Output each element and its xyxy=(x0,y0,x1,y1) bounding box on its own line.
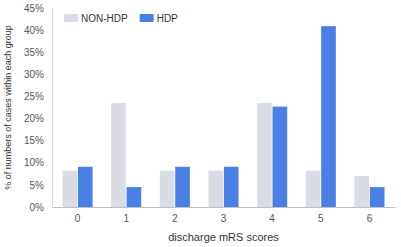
bar xyxy=(354,176,369,207)
y-tick-label: 40% xyxy=(24,25,44,36)
bars xyxy=(63,26,385,207)
x-tick-label: 4 xyxy=(269,213,275,224)
bar xyxy=(63,171,78,207)
y-tick: 30% xyxy=(24,69,52,80)
y-tick-label: 0% xyxy=(30,202,45,213)
y-axis-title: % of numbers of cases within each group xyxy=(3,25,13,190)
y-tick: 15% xyxy=(24,135,52,146)
legend-swatch xyxy=(64,14,78,22)
y-axis-line xyxy=(52,9,53,208)
bar xyxy=(208,171,223,207)
y-tick-label: 35% xyxy=(24,47,44,58)
bar xyxy=(127,187,142,207)
y-tick-label: 30% xyxy=(24,69,44,80)
y-axis: 0% 5% 10% 15% 20% 25% 30% 35% 40% 45% xyxy=(24,3,53,213)
x-axis: 0 1 2 3 4 5 6 xyxy=(53,207,396,224)
x-tick: 0 xyxy=(75,207,81,224)
bar xyxy=(257,103,272,207)
y-tick-label: 25% xyxy=(24,91,44,102)
y-tick-label: 45% xyxy=(24,3,44,14)
y-tick: 25% xyxy=(24,91,52,102)
y-tick: 35% xyxy=(24,47,52,58)
y-tick: 40% xyxy=(24,25,52,36)
y-tick-label: 15% xyxy=(24,135,44,146)
bar xyxy=(175,167,190,207)
bar xyxy=(273,107,288,207)
x-tick-label: 0 xyxy=(75,213,81,224)
x-tick: 3 xyxy=(221,207,227,224)
x-axis-line xyxy=(53,207,396,208)
bar xyxy=(370,187,385,207)
x-tick-label: 2 xyxy=(172,213,178,224)
bar xyxy=(160,171,175,207)
x-tick: 2 xyxy=(172,207,178,224)
y-tick: 45% xyxy=(24,3,52,14)
bar xyxy=(321,26,336,207)
legend-item: NON-HDP xyxy=(64,13,128,24)
y-tick: 20% xyxy=(24,113,52,124)
x-axis-title: discharge mRS scores xyxy=(168,231,279,243)
bar xyxy=(78,167,93,207)
x-tick-label: 1 xyxy=(123,213,129,224)
x-tick: 4 xyxy=(269,207,275,224)
y-tick: 5% xyxy=(30,180,52,191)
x-tick: 1 xyxy=(123,207,129,224)
legend-label: HDP xyxy=(157,13,178,24)
legend-label: NON-HDP xyxy=(81,13,128,24)
y-tick-label: 5% xyxy=(30,180,45,191)
bar xyxy=(224,167,239,207)
y-tick-label: 10% xyxy=(24,157,44,168)
legend-item: HDP xyxy=(140,13,178,24)
series xyxy=(78,26,385,207)
x-tick-label: 6 xyxy=(367,213,373,224)
y-tick-label: 20% xyxy=(24,113,44,124)
x-tick: 6 xyxy=(367,207,373,224)
legend-swatch xyxy=(140,14,154,22)
x-tick-label: 5 xyxy=(318,213,324,224)
bar xyxy=(111,103,126,207)
bar xyxy=(306,171,321,207)
y-tick: 10% xyxy=(24,157,52,168)
x-tick: 5 xyxy=(318,207,324,224)
chart: 0% 5% 10% 15% 20% 25% 30% 35% 40% 45% 0 1 2 3 4 5 6 disch… xyxy=(0,0,401,247)
plot: 0% 5% 10% 15% 20% 25% 30% 35% 40% 45% 0 1 2 3 4 5 6 xyxy=(24,3,396,224)
x-tick-label: 3 xyxy=(221,213,227,224)
legend: NON-HDP HDP xyxy=(64,13,178,24)
y-tick: 0% xyxy=(30,202,52,213)
